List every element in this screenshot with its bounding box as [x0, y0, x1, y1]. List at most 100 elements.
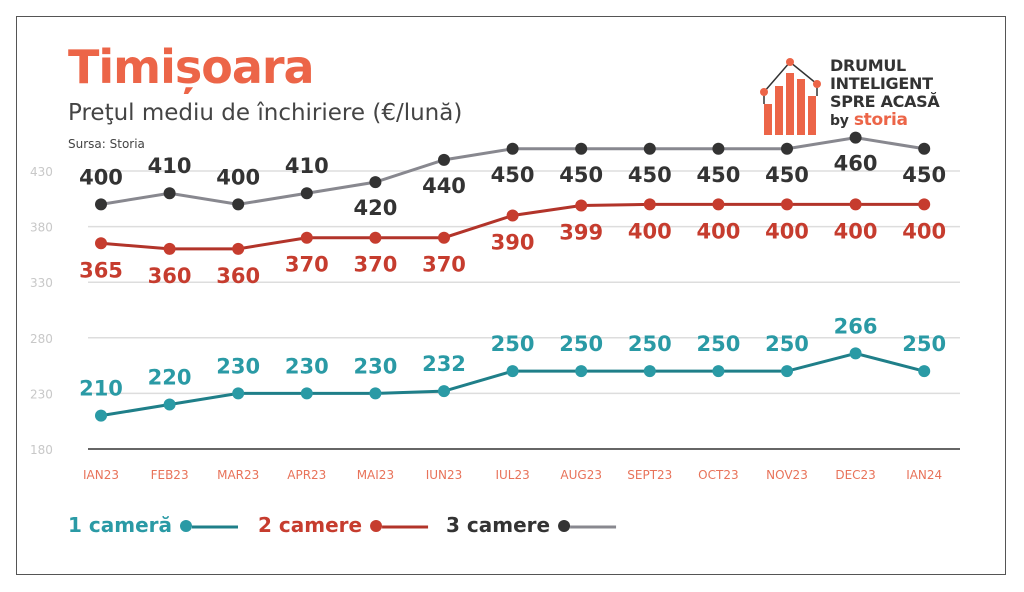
data-point	[369, 231, 382, 244]
x-tick-label: APR23	[287, 468, 326, 482]
y-tick-label: 330	[30, 276, 53, 290]
data-label: 250	[559, 332, 603, 356]
data-label: 400	[765, 219, 809, 243]
data-point	[918, 365, 931, 378]
x-tick-label: MAR23	[217, 468, 259, 482]
data-label: 365	[79, 258, 123, 282]
data-label: 450	[491, 163, 535, 187]
data-label: 370	[353, 253, 397, 277]
data-label: 450	[765, 163, 809, 187]
data-point	[232, 387, 245, 400]
x-tick-label: IUN23	[426, 468, 463, 482]
data-point	[300, 231, 313, 244]
data-point	[643, 142, 656, 155]
data-label: 400	[834, 219, 878, 243]
data-point	[95, 198, 107, 211]
data-label: 460	[834, 152, 878, 176]
data-label: 440	[422, 174, 466, 198]
data-point	[712, 198, 725, 211]
data-point	[506, 142, 519, 155]
data-point	[781, 198, 793, 211]
legend-marker	[180, 520, 192, 532]
y-tick-label: 280	[30, 332, 53, 346]
legend-marker	[558, 520, 571, 532]
data-point	[163, 242, 176, 255]
x-tick-label: IUL23	[495, 468, 529, 482]
data-point	[643, 198, 656, 211]
data-point	[438, 385, 450, 398]
data-point	[300, 187, 313, 200]
series-3: 400 410 400 410 420 440 450 450 450 450 450 460 450	[79, 131, 946, 220]
data-label: 450	[902, 163, 946, 187]
data-label: 400	[216, 165, 260, 189]
storia-logo: storia	[853, 110, 908, 130]
data-point	[849, 198, 862, 211]
data-point	[163, 398, 176, 411]
data-point	[781, 365, 793, 378]
data-point	[506, 209, 519, 222]
data-label: 370	[285, 253, 329, 277]
data-label: 450	[696, 163, 740, 187]
legend-label: 2 camere	[258, 513, 362, 537]
data-point	[163, 187, 176, 200]
brand-line-3: SPRE ACASĂ	[830, 92, 940, 111]
data-label: 410	[148, 154, 192, 178]
x-tick-label: SEPT23	[627, 468, 672, 482]
data-point	[95, 237, 107, 250]
legend-label: 1 cameră	[68, 513, 172, 537]
data-point	[232, 198, 245, 211]
data-label: 450	[559, 163, 603, 187]
data-label: 230	[285, 354, 329, 378]
data-label: 360	[216, 264, 260, 288]
data-label: 370	[422, 253, 466, 277]
legend-marker	[370, 520, 383, 532]
data-label: 230	[216, 354, 260, 378]
data-label: 250	[765, 332, 809, 356]
data-label: 250	[696, 332, 740, 356]
data-label: 360	[148, 264, 192, 288]
data-point	[369, 176, 382, 189]
data-label: 250	[628, 332, 672, 356]
y-tick-label: 230	[30, 387, 53, 401]
data-point	[781, 142, 793, 155]
data-label: 266	[834, 314, 878, 338]
data-label: 400	[902, 219, 946, 243]
y-tick-label: 430	[30, 165, 53, 179]
data-point	[849, 131, 862, 144]
x-tick-label: IAN23	[83, 468, 119, 482]
brand-text: DRUMUL INTELIGENT SPRE ACASĂ by storia	[830, 57, 940, 130]
y-tick-label: 180	[30, 443, 53, 457]
brand-line-2: INTELIGENT	[830, 74, 933, 93]
data-point	[438, 153, 450, 166]
data-label: 210	[79, 377, 123, 401]
data-point	[712, 365, 725, 378]
data-label: 232	[422, 352, 466, 376]
x-tick-label: IAN24	[906, 468, 942, 482]
series-1: 210 220 230 230 230 232 250 250 250 250 250 266 250	[79, 314, 946, 422]
brand-by: by	[830, 113, 849, 129]
source-note: Sursa: Storia	[68, 137, 145, 151]
data-label: 410	[285, 154, 329, 178]
x-tick-label: DEC23	[835, 468, 875, 482]
data-point	[369, 387, 382, 400]
data-point	[849, 347, 862, 360]
chart-subtitle: Preţul mediu de închiriere (€/lună)	[68, 100, 463, 126]
data-label: 450	[628, 163, 672, 187]
data-point	[95, 409, 107, 422]
x-tick-label: OCT23	[698, 468, 738, 482]
data-label: 420	[353, 196, 397, 220]
data-point	[643, 365, 656, 378]
data-label: 400	[79, 165, 123, 189]
data-point	[918, 198, 931, 211]
data-point	[232, 242, 245, 255]
brand-line-1: DRUMUL	[830, 56, 906, 75]
data-label: 230	[353, 354, 397, 378]
data-label: 250	[902, 332, 946, 356]
y-tick-label: 380	[30, 221, 53, 235]
x-tick-label: AUG23	[560, 468, 602, 482]
frame	[16, 16, 1006, 575]
x-tick-label: MAI23	[357, 468, 394, 482]
data-point	[575, 365, 588, 378]
logo-bars-icon	[760, 58, 821, 135]
